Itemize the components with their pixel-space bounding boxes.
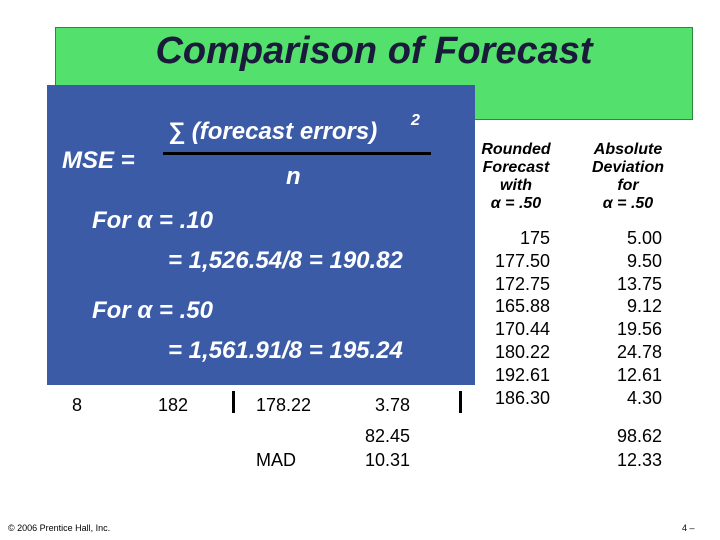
table-value: 170.44	[494, 319, 550, 340]
deviation-sum: 98.62	[616, 426, 662, 446]
table-value: 19.56	[616, 319, 662, 340]
table-value: 165.88	[494, 296, 550, 317]
formula-lhs: MSE =	[62, 147, 135, 174]
table-value: 24.78	[616, 342, 662, 362]
case-result: = 1,526.54/8 = 190.82	[168, 247, 403, 274]
case-label: For α = .10	[92, 207, 213, 234]
table-value: 177.50	[494, 250, 550, 271]
column-header: with	[500, 177, 532, 194]
formula-exponent: 2	[411, 112, 420, 129]
table-value: 9.12	[626, 296, 662, 317]
column-header: Rounded	[481, 141, 551, 158]
deviation-sum: 82.45	[364, 426, 410, 446]
case-result: = 1,561.91/8 = 195.24	[168, 337, 403, 364]
deviation: 3.78	[374, 395, 410, 415]
table-value: 172.75	[494, 273, 550, 294]
mad-value: 10.31	[364, 450, 410, 470]
column-header: α = .50	[602, 195, 654, 212]
table-value: 12.61	[616, 364, 662, 385]
column-header: Deviation	[591, 159, 664, 176]
formula-box	[47, 85, 475, 385]
column-rule	[459, 391, 462, 413]
column-header: Absolute	[593, 141, 663, 158]
copyright: © 2006 Prentice Hall, Inc.	[8, 523, 111, 533]
table-value: 4.30	[626, 387, 662, 408]
table-value: 9.50	[626, 250, 662, 271]
formula-numerator: ∑ (forecast errors)	[168, 118, 378, 145]
table-value: 186.30	[494, 387, 550, 408]
mad-label: MAD	[256, 450, 296, 470]
column-header: α = .50	[490, 195, 542, 212]
column-rule	[232, 391, 235, 413]
actual: 182	[158, 395, 189, 415]
table-value: 180.22	[494, 342, 550, 362]
mad-value: 12.33	[616, 450, 662, 470]
table-value: 5.00	[626, 228, 662, 248]
case-label: For α = .50	[92, 297, 213, 324]
period: 8	[72, 395, 83, 415]
column-header: for	[617, 177, 639, 194]
title: Comparison of Forecast	[155, 30, 593, 72]
page-number: 4 –	[682, 523, 695, 533]
fraction-bar	[163, 152, 431, 155]
forecast: 178.22	[256, 395, 312, 415]
column-header: Forecast	[482, 159, 550, 176]
table-value: 13.75	[616, 273, 662, 294]
table-value: 175	[519, 228, 550, 248]
formula-denominator: n	[286, 163, 301, 190]
table-value: 192.61	[494, 364, 550, 385]
